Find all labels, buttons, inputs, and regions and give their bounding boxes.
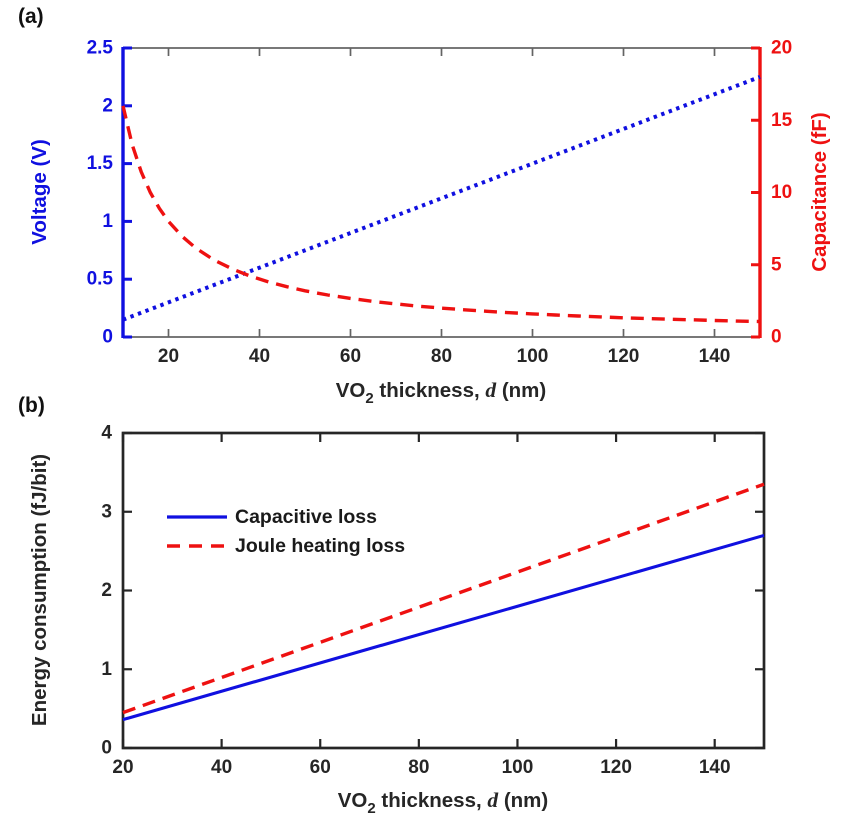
y-tick-label: 1 bbox=[101, 659, 112, 680]
xlabel-b-suffix: (nm) bbox=[498, 789, 549, 812]
x-tick-label: 40 bbox=[249, 346, 270, 367]
y-tick-label: 0 bbox=[101, 738, 112, 759]
x-tick-label: 80 bbox=[431, 346, 452, 367]
right-y-tick-label: 10 bbox=[771, 182, 792, 203]
panel-label-a: (a) bbox=[18, 5, 44, 28]
xlabel-b-variable: d bbox=[487, 788, 499, 812]
y-axis-label-voltage: Voltage (V) bbox=[28, 139, 51, 245]
xlabel-a-prefix: VO bbox=[335, 379, 366, 402]
x-axis-label-a: VO2 thickness, d (nm) bbox=[335, 378, 547, 407]
y-tick-label: 3 bbox=[101, 501, 112, 522]
x-tick-label: 120 bbox=[600, 757, 632, 778]
x-axis-label-b: VO2 thickness, d (nm) bbox=[337, 788, 549, 817]
legend-entry-capacitive-loss: Capacitive loss bbox=[166, 503, 405, 531]
left-y-tick-label: 2.5 bbox=[87, 38, 114, 59]
y-tick-label: 2 bbox=[101, 580, 112, 601]
left-y-tick-label: 0 bbox=[102, 327, 113, 348]
left-y-tick-label: 1 bbox=[102, 211, 113, 232]
xlabel-a-mid: thickness, bbox=[373, 379, 486, 402]
right-y-tick-label: 20 bbox=[771, 38, 792, 59]
x-tick-label: 140 bbox=[699, 346, 731, 367]
legend-line-dashed-icon bbox=[167, 544, 227, 548]
legend-label: Capacitive loss bbox=[235, 505, 377, 528]
x-tick-label: 20 bbox=[112, 757, 133, 778]
plot-b-frame bbox=[121, 431, 766, 750]
y-tick-label: 4 bbox=[101, 423, 112, 444]
left-y-tick-label: 0.5 bbox=[87, 269, 114, 290]
x-tick-label: 120 bbox=[608, 346, 640, 367]
right-y-tick-label: 15 bbox=[771, 110, 793, 131]
x-tick-label: 100 bbox=[502, 757, 534, 778]
x-tick-label: 20 bbox=[158, 346, 179, 367]
xlabel-b-prefix: VO bbox=[337, 789, 368, 812]
x-tick-label: 80 bbox=[408, 757, 429, 778]
x-tick-label: 140 bbox=[699, 757, 731, 778]
series-voltage bbox=[122, 75, 761, 322]
x-tick-label: 60 bbox=[340, 346, 361, 367]
panel-label-b: (b) bbox=[18, 394, 45, 417]
xlabel-a-subscript: 2 bbox=[365, 390, 374, 407]
legend: Capacitive loss Joule heating loss bbox=[166, 503, 405, 560]
y-axis-label-capacitance: Capacitance (fF) bbox=[808, 112, 831, 272]
left-y-tick-label: 2 bbox=[102, 95, 113, 116]
xlabel-b-subscript: 2 bbox=[367, 800, 376, 817]
series-capacitive-loss bbox=[122, 533, 765, 722]
legend-label: Joule heating loss bbox=[235, 534, 406, 557]
y-axis-label-energy: Energy consumption (fJ/bit) bbox=[28, 453, 51, 727]
x-tick-label: 40 bbox=[211, 757, 232, 778]
xlabel-b-mid: thickness, bbox=[375, 789, 488, 812]
right-y-tick-label: 5 bbox=[771, 254, 782, 275]
series-capacitance bbox=[121, 105, 761, 324]
legend-entry-joule-heating-loss: Joule heating loss bbox=[166, 532, 405, 560]
right-y-tick-label: 0 bbox=[771, 327, 782, 348]
xlabel-a-variable: d bbox=[485, 378, 497, 402]
xlabel-a-suffix: (nm) bbox=[496, 379, 547, 402]
series-joule-heating-loss bbox=[122, 482, 765, 715]
x-tick-label: 60 bbox=[310, 757, 331, 778]
x-tick-label: 100 bbox=[517, 346, 549, 367]
left-y-tick-label: 1.5 bbox=[87, 153, 114, 174]
legend-line-solid-icon bbox=[167, 515, 227, 519]
